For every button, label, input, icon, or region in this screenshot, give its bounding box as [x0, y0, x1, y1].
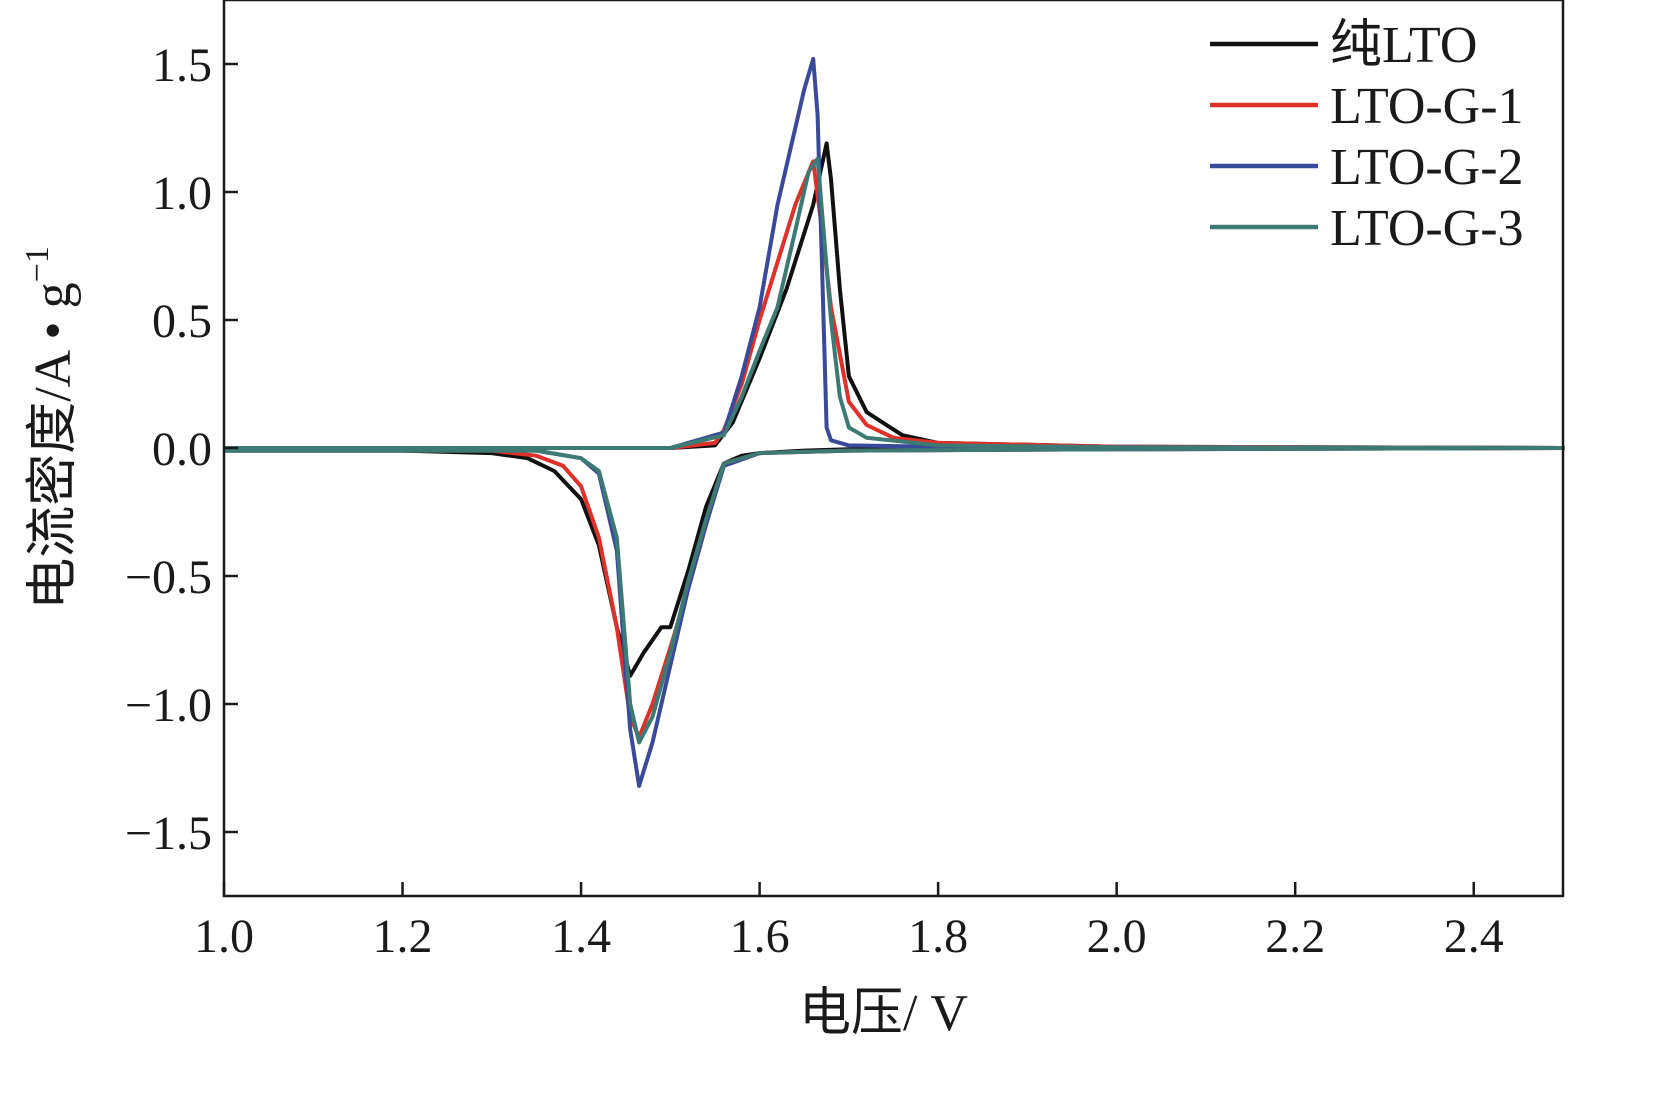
legend-label-4: LTO-G-3 — [1330, 200, 1524, 257]
y-axis-label-main: 电流密度/A • g — [25, 282, 82, 609]
legend-label-1: 纯LTO — [1330, 17, 1477, 74]
y-tick-label: −1.0 — [125, 679, 212, 732]
legend-label-2: LTO-G-1 — [1330, 78, 1524, 135]
y-tick-label: 0.5 — [152, 295, 212, 348]
x-tick-label: 1.2 — [373, 910, 433, 963]
ticks-layer: 1.0 1.2 1.4 1.6 1.8 2.0 2.2 2.4 1.5 1.0 0.5 0.0 −0.5… — [125, 39, 1504, 963]
x-tick-label: 2.2 — [1265, 910, 1325, 963]
y-tick-label: 0.0 — [152, 423, 212, 476]
y-tick-label: 1.5 — [152, 39, 212, 92]
x-tick-label: 2.0 — [1087, 910, 1147, 963]
x-tick-label: 1.6 — [730, 910, 790, 963]
y-tick-label: −0.5 — [125, 551, 212, 604]
x-tick-label: 1.4 — [551, 910, 611, 963]
x-tick-label: 1.0 — [194, 910, 254, 963]
x-tick-label: 2.4 — [1444, 910, 1504, 963]
y-tick-label: 1.0 — [152, 167, 212, 220]
svg-text:电流密度/A • g−1: 电流密度/A • g−1 — [19, 246, 82, 610]
y-tick-label: −1.5 — [125, 807, 212, 860]
y-axis-label: 电流密度/A • g−1 — [19, 246, 82, 610]
x-axis-label: 电压/ V — [799, 985, 968, 1042]
x-tick-label: 1.8 — [908, 910, 968, 963]
legend-label-3: LTO-G-2 — [1330, 139, 1524, 196]
y-axis-label-superscript: −1 — [19, 246, 56, 282]
